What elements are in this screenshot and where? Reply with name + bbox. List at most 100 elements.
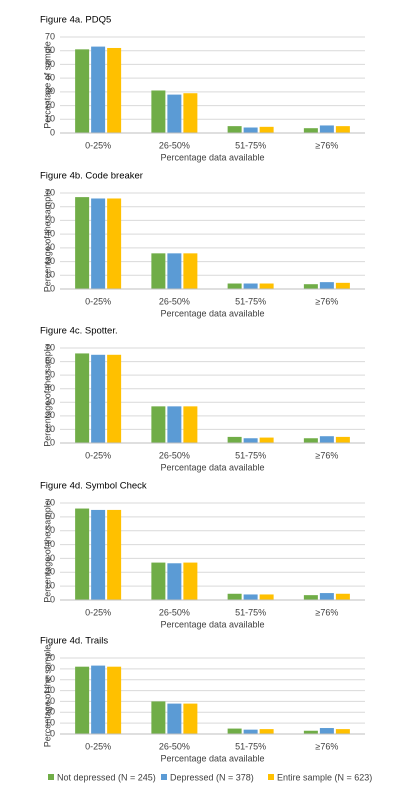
- x-axis-label: Percentage data available: [160, 152, 264, 162]
- bar: [335, 126, 350, 133]
- x-tick-label: 51-75%: [235, 140, 266, 150]
- bar: [91, 46, 106, 133]
- y-tick-label: 30: [45, 696, 55, 706]
- x-tick-label: 0-25%: [85, 741, 111, 751]
- bar: [107, 509, 122, 600]
- y-axis-label: Percentage of the sample: [42, 645, 52, 748]
- bar: [75, 353, 90, 443]
- x-tick-label: 51-75%: [235, 296, 266, 306]
- bar: [227, 436, 242, 443]
- x-tick-label: ≥76%: [315, 450, 338, 460]
- y-tick-label: 20: [45, 567, 55, 577]
- y-tick-label: 60: [45, 45, 55, 55]
- x-tick-label: 51-75%: [235, 607, 266, 617]
- y-tick-label: 20: [45, 410, 55, 420]
- bar: [75, 197, 90, 289]
- y-tick-label: 40: [45, 73, 55, 83]
- bar: [335, 282, 350, 289]
- bar: [303, 284, 318, 289]
- bar: [183, 703, 198, 734]
- bar: [107, 666, 122, 734]
- y-tick-label: 40: [45, 539, 55, 549]
- bar: [335, 593, 350, 600]
- y-tick-label: 40: [45, 685, 55, 695]
- bar: [259, 283, 274, 289]
- x-tick-label: 26-50%: [159, 450, 190, 460]
- x-tick-label: 26-50%: [159, 140, 190, 150]
- bar: [151, 701, 166, 734]
- x-tick-label: ≥76%: [315, 140, 338, 150]
- y-tick-label: 30: [45, 86, 55, 96]
- bar: [151, 90, 166, 133]
- bar: [183, 253, 198, 289]
- x-tick-label: 51-75%: [235, 450, 266, 460]
- bar: [107, 354, 122, 443]
- y-tick-label: 10: [45, 581, 55, 591]
- chart-title: Figure 4b. Code breaker: [40, 171, 143, 182]
- bar: [319, 282, 334, 289]
- bar: [227, 728, 242, 734]
- y-tick-label: 0: [50, 127, 55, 137]
- legend-swatch: [268, 774, 274, 780]
- bar: [183, 93, 198, 133]
- bar: [259, 729, 274, 734]
- y-tick-label: 10: [45, 114, 55, 124]
- x-tick-label: 0-25%: [85, 140, 111, 150]
- y-tick-label: 50: [45, 525, 55, 535]
- bar: [167, 703, 182, 734]
- bar: [167, 253, 182, 289]
- bar: [319, 125, 334, 133]
- chart-title: Figure 4d. Symbol Check: [40, 481, 147, 492]
- y-tick-label: 30: [45, 397, 55, 407]
- y-tick-label: 20: [45, 707, 55, 717]
- bar: [75, 49, 90, 133]
- bar: [243, 283, 258, 289]
- bar: [151, 562, 166, 600]
- y-tick-label: 50: [45, 370, 55, 380]
- y-tick-label: 60: [45, 663, 55, 673]
- bar: [167, 406, 182, 443]
- x-tick-label: 0-25%: [85, 607, 111, 617]
- bar: [167, 563, 182, 600]
- bar: [167, 94, 182, 133]
- y-tick-label: 0: [50, 283, 55, 293]
- bar: [91, 198, 106, 289]
- bar: [227, 283, 242, 289]
- y-axis-label: Percentage of the sample: [42, 500, 52, 603]
- legend-swatch: [161, 774, 167, 780]
- x-tick-label: ≥76%: [315, 607, 338, 617]
- y-axis-label: Percentage of sample: [42, 41, 52, 129]
- y-tick-label: 20: [45, 100, 55, 110]
- bar: [303, 438, 318, 443]
- y-tick-label: 10: [45, 718, 55, 728]
- y-tick-label: 0: [50, 594, 55, 604]
- bar: [151, 406, 166, 443]
- bar: [227, 593, 242, 600]
- y-tick-label: 70: [45, 187, 55, 197]
- y-axis-label: Percentage of the sample: [42, 190, 52, 293]
- x-tick-label: 0-25%: [85, 296, 111, 306]
- x-tick-label: 26-50%: [159, 296, 190, 306]
- bar: [183, 406, 198, 443]
- legend-label: Entire sample (N = 623): [277, 772, 372, 782]
- legend-label: Not depressed (N = 245): [57, 772, 156, 782]
- x-tick-label: 0-25%: [85, 450, 111, 460]
- x-tick-label: 26-50%: [159, 741, 190, 751]
- bar: [319, 436, 334, 443]
- x-axis-label: Percentage data available: [160, 462, 264, 472]
- x-tick-label: 26-50%: [159, 607, 190, 617]
- x-tick-label: ≥76%: [315, 296, 338, 306]
- chart-title: Figure 4d. Trails: [40, 636, 108, 647]
- y-tick-label: 20: [45, 256, 55, 266]
- y-tick-label: 50: [45, 59, 55, 69]
- y-tick-label: 40: [45, 383, 55, 393]
- bar: [91, 665, 106, 734]
- bar: [303, 128, 318, 133]
- y-tick-label: 70: [45, 497, 55, 507]
- y-axis-label: Percentage of the sample: [42, 344, 52, 447]
- y-tick-label: 50: [45, 674, 55, 684]
- y-tick-label: 10: [45, 424, 55, 434]
- legend-label: Depressed (N = 378): [170, 772, 254, 782]
- bar: [259, 594, 274, 600]
